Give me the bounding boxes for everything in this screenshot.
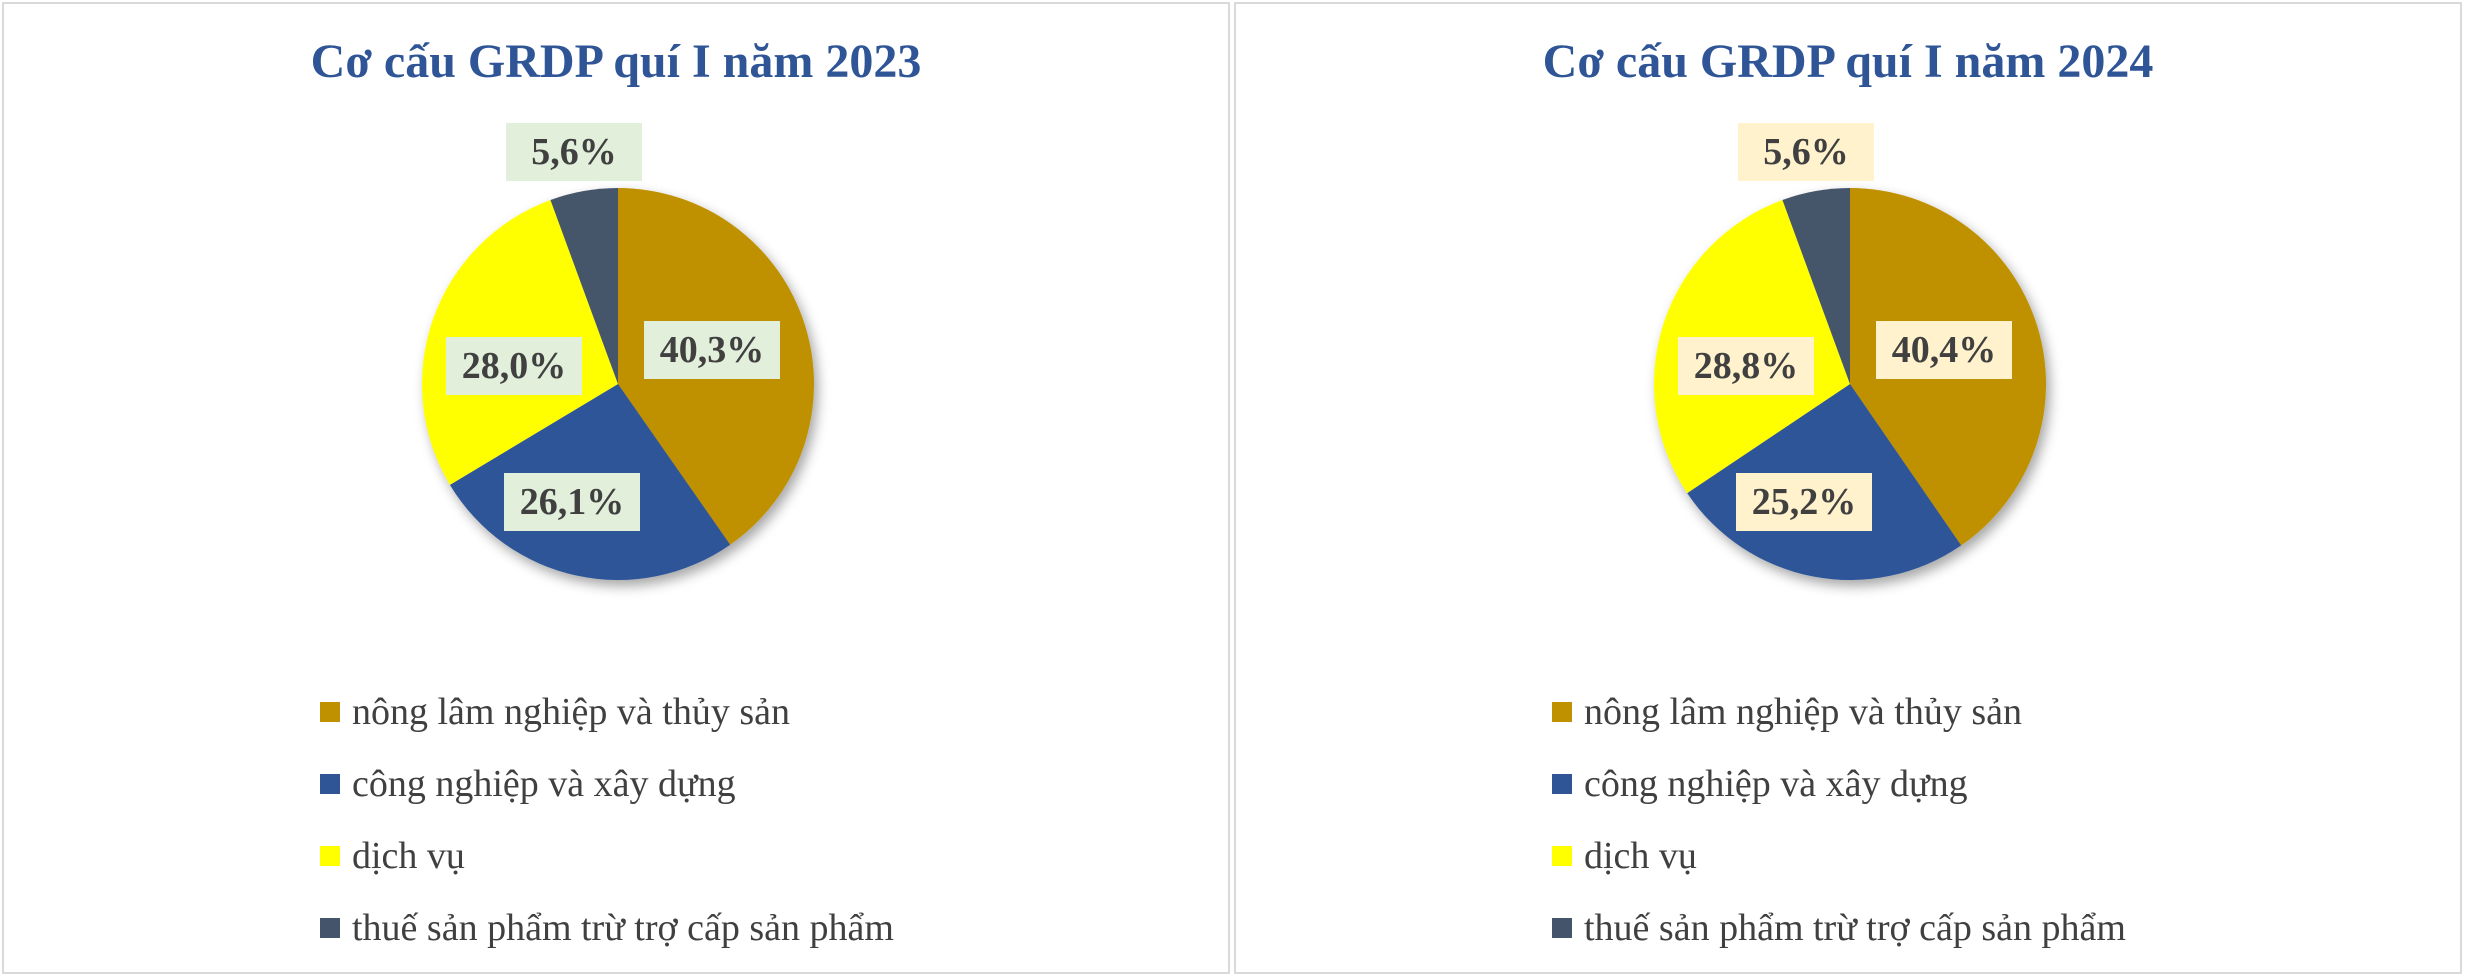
legend-swatch bbox=[320, 846, 340, 866]
legend-item: dịch vụ bbox=[320, 820, 894, 892]
data-label-background bbox=[1738, 123, 1874, 181]
pie-slice bbox=[1782, 188, 1850, 384]
data-label-background bbox=[1736, 473, 1872, 531]
pie-chart: 40,4% 25,2% 28,8% 5,6% bbox=[1654, 123, 2046, 581]
legend-item: dịch vụ bbox=[1552, 820, 2126, 892]
chart-panel-2023: Cơ cấu GRDP quí I năm 2023 40,3% 26,1% 28,… bbox=[2, 2, 1230, 974]
legend-item: thuế sản phẩm trừ trợ cấp sản phẩm bbox=[320, 892, 894, 964]
legend-label: thuế sản phẩm trừ trợ cấp sản phẩm bbox=[352, 907, 894, 949]
legend-label: nông lâm nghiệp và thủy sản bbox=[352, 691, 790, 733]
data-label: 28,8% bbox=[1694, 345, 1799, 387]
legend-swatch bbox=[320, 774, 340, 794]
data-label: 40,4% bbox=[1892, 329, 1997, 371]
data-label: 5,6% bbox=[531, 131, 617, 173]
legend-label: công nghiệp và xây dựng bbox=[1584, 763, 1968, 805]
legend-swatch bbox=[1552, 774, 1572, 794]
legend-label: nông lâm nghiệp và thủy sản bbox=[1584, 691, 2022, 733]
pie-slice bbox=[550, 188, 618, 384]
chart-title: Cơ cấu GRDP quí I năm 2024 bbox=[1542, 35, 2154, 88]
data-label-background bbox=[644, 321, 780, 379]
legend-label: dịch vụ bbox=[1584, 835, 1697, 877]
data-label: 5,6% bbox=[1763, 131, 1849, 173]
pie-chart: 40,3% 26,1% 28,0% 5,6% bbox=[422, 123, 814, 580]
data-label-background bbox=[506, 123, 642, 181]
legend-label: thuế sản phẩm trừ trợ cấp sản phẩm bbox=[1584, 907, 2126, 949]
data-label: 25,2% bbox=[1752, 481, 1857, 523]
legend-swatch bbox=[320, 918, 340, 938]
legend-swatch bbox=[1552, 846, 1572, 866]
data-label-background bbox=[1678, 337, 1814, 395]
data-label-background bbox=[504, 473, 640, 531]
legend: nông lâm nghiệp và thủy sản công nghiệp … bbox=[1552, 676, 2126, 964]
data-label: 40,3% bbox=[660, 329, 765, 371]
legend-swatch bbox=[1552, 702, 1572, 722]
legend-item: công nghiệp và xây dựng bbox=[320, 748, 894, 820]
chart-title: Cơ cấu GRDP quí I năm 2023 bbox=[310, 35, 922, 88]
data-label: 28,0% bbox=[462, 345, 567, 387]
data-label-background bbox=[1876, 321, 2012, 379]
legend-label: dịch vụ bbox=[352, 835, 465, 877]
legend-item: thuế sản phẩm trừ trợ cấp sản phẩm bbox=[1552, 892, 2126, 964]
legend-item: nông lâm nghiệp và thủy sản bbox=[320, 676, 894, 748]
legend-item: nông lâm nghiệp và thủy sản bbox=[1552, 676, 2126, 748]
chart-panel-2024: Cơ cấu GRDP quí I năm 2024 40,4% 25,2% 28,… bbox=[1234, 2, 2462, 974]
legend-item: công nghiệp và xây dựng bbox=[1552, 748, 2126, 820]
data-label: 26,1% bbox=[520, 481, 625, 523]
data-label-background bbox=[446, 337, 582, 395]
legend-swatch bbox=[320, 702, 340, 722]
legend-swatch bbox=[1552, 918, 1572, 938]
legend: nông lâm nghiệp và thủy sản công nghiệp … bbox=[320, 676, 894, 964]
legend-label: công nghiệp và xây dựng bbox=[352, 763, 736, 805]
